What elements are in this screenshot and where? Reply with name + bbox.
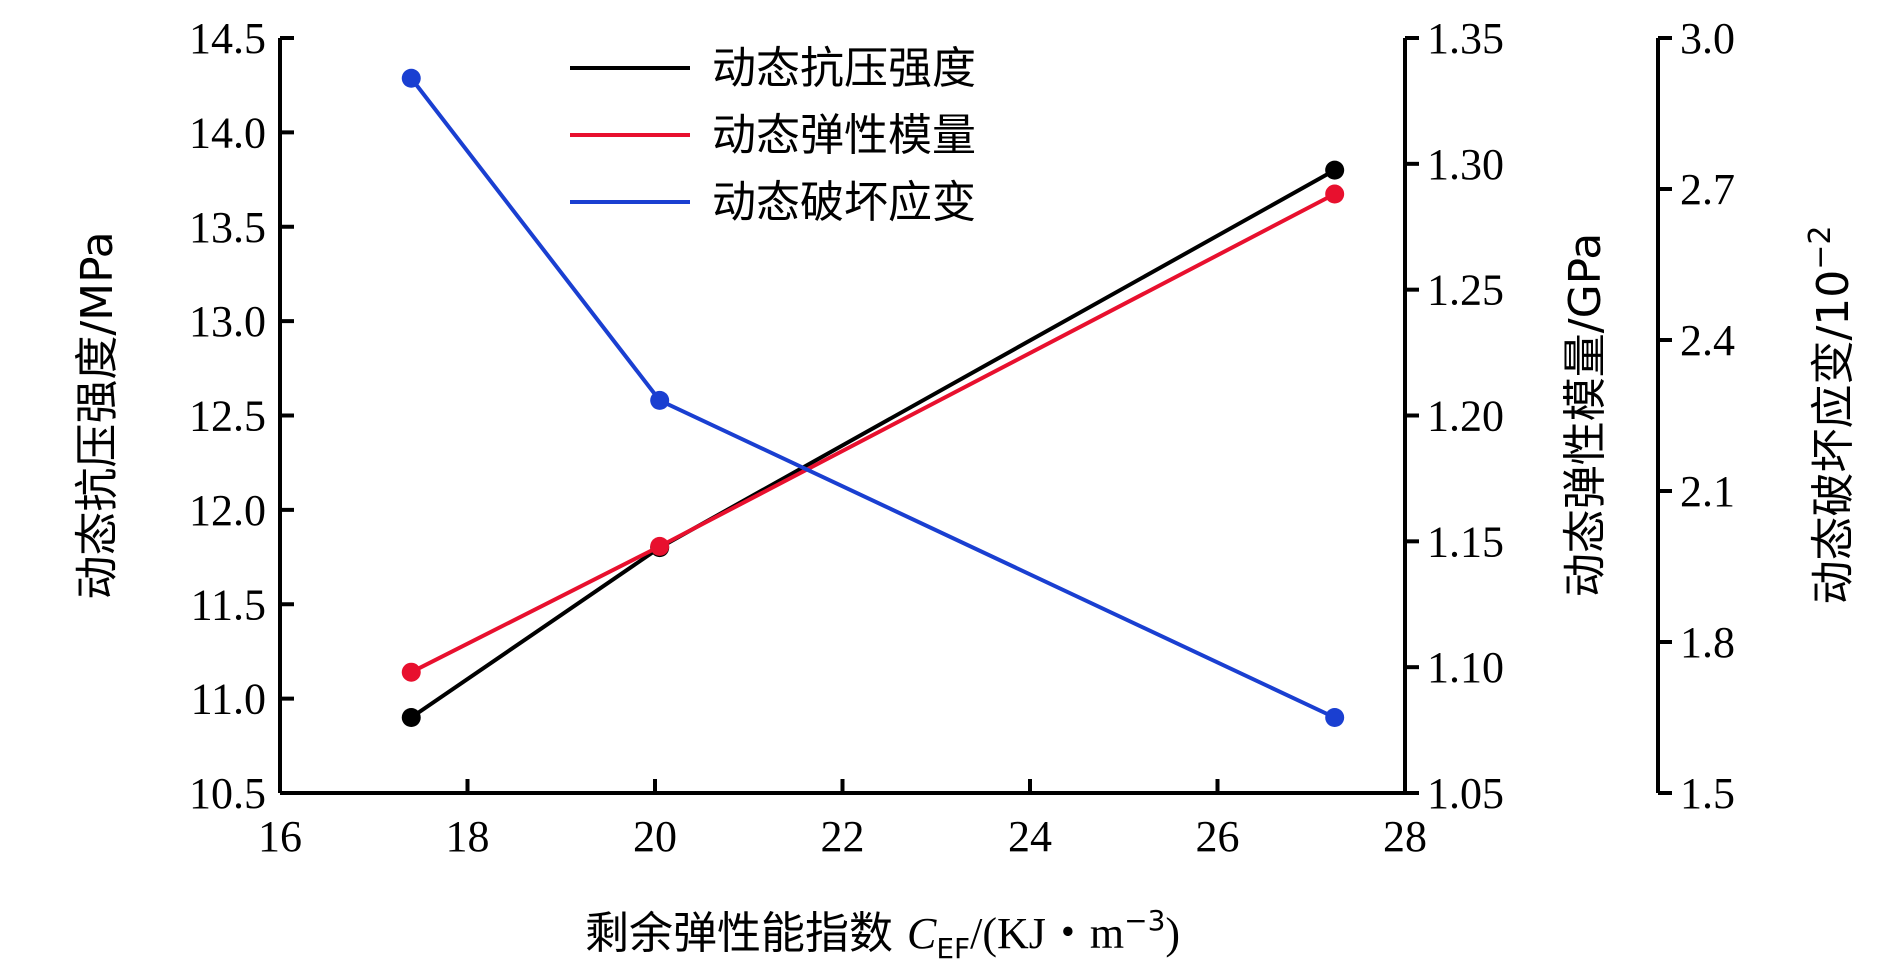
strength-series-point <box>1325 160 1345 180</box>
strength-series-line <box>410 168 1336 720</box>
x-tick-label: 28 <box>1383 812 1427 861</box>
left-y-tick-label: 11.0 <box>191 675 266 724</box>
x-axis-label: 剩余弹性能指数 CEF/(KJ・m−3) <box>585 904 1180 965</box>
strain-series-point <box>401 68 421 88</box>
left-y-tick-label: 12.5 <box>189 392 266 441</box>
strain-y-tick-label: 1.5 <box>1680 769 1735 818</box>
modulus-y-tick-label: 1.20 <box>1427 392 1504 441</box>
modulus-series-point <box>401 662 421 682</box>
x-tick-label: 16 <box>258 812 302 861</box>
strain-series-point <box>650 390 670 410</box>
left-y-tick-label: 11.5 <box>191 580 266 629</box>
x-tick-label: 24 <box>1008 812 1052 861</box>
x-tick-label: 20 <box>633 812 677 861</box>
legend-label: 动态破坏应变 <box>712 177 976 228</box>
left-y-tick-label: 14.5 <box>189 14 266 63</box>
legend-label: 动态弹性模量 <box>712 110 976 161</box>
series-layer <box>401 68 1345 727</box>
strength-axis-label: 动态抗压强度/MPa <box>72 231 123 599</box>
left-y-tick-label: 13.5 <box>189 203 266 252</box>
modulus-y-tick-label: 1.25 <box>1427 266 1504 315</box>
modulus-y-tick-label: 1.35 <box>1427 14 1504 63</box>
strain-y-tick-label: 2.1 <box>1680 467 1735 516</box>
modulus-y-tick-label: 1.10 <box>1427 643 1504 692</box>
modulus-series-point <box>650 536 670 556</box>
strain-axis-label: 动态破坏应变/10−2 <box>1803 225 1859 604</box>
x-tick-label: 22 <box>821 812 865 861</box>
modulus-y-tick-label: 1.05 <box>1427 769 1504 818</box>
left-y-tick-label: 12.0 <box>189 486 266 535</box>
left-y-tick-label: 10.5 <box>189 769 266 818</box>
strain-y-tick-label: 2.4 <box>1680 316 1735 365</box>
axes-layer: 16 18 20 22 24 26 28 10.5 11.0 11.5 12.0 12.5 13.0 13… <box>72 14 1859 861</box>
modulus-series-line <box>410 192 1336 674</box>
left-y-tick-label: 13.0 <box>189 297 266 346</box>
strength-series-point <box>401 708 421 727</box>
strain-y-tick-label: 2.7 <box>1680 165 1735 214</box>
strain-y-tick-label: 3.0 <box>1680 14 1735 63</box>
left-y-tick-label: 14.0 <box>189 108 266 157</box>
legend-label: 动态抗压强度 <box>712 43 976 94</box>
x-tick-label: 18 <box>446 812 490 861</box>
strain-y-tick-label: 1.8 <box>1680 618 1735 667</box>
modulus-series-point <box>1325 184 1345 204</box>
x-tick-label: 26 <box>1196 812 1240 861</box>
strain-series-point <box>1325 708 1345 727</box>
modulus-y-tick-label: 1.15 <box>1427 517 1504 566</box>
modulus-axis-label: 动态弹性模量/GPa <box>1560 233 1611 597</box>
modulus-y-tick-label: 1.30 <box>1427 140 1504 189</box>
